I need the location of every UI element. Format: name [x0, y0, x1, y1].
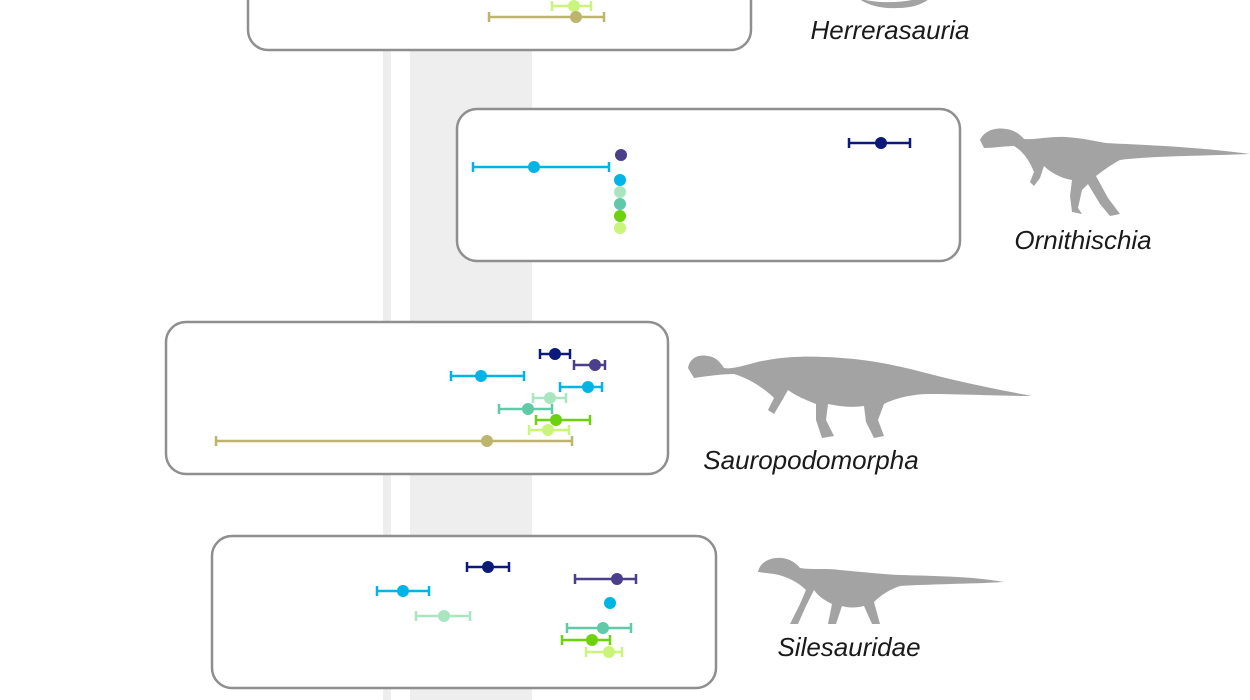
- point-estimate: [482, 561, 494, 573]
- panel-marks-sauropodomorpha: [214, 348, 607, 447]
- estimate-mark: [375, 585, 431, 597]
- point-estimate: [614, 210, 626, 222]
- point-estimate: [614, 222, 626, 234]
- point-estimate: [875, 137, 887, 149]
- estimate-mark: [584, 646, 624, 658]
- point-estimate: [568, 0, 580, 12]
- estimate-mark: [560, 634, 612, 646]
- estimate-mark: [534, 414, 592, 426]
- estimate-mark: [614, 174, 626, 186]
- clade-label-sauropodomorpha: Sauropodomorpha: [703, 445, 918, 475]
- point-estimate: [597, 622, 609, 634]
- estimate-mark: [558, 381, 604, 393]
- estimate-mark: [614, 222, 626, 234]
- estimate-mark: [604, 597, 616, 609]
- estimate-mark: [214, 435, 574, 447]
- point-estimate: [614, 198, 626, 210]
- estimate-mark: [615, 149, 627, 161]
- panel-box-sauropodomorpha: [164, 320, 670, 476]
- panel-marks-silesauridae: [375, 561, 638, 658]
- estimate-mark: [471, 161, 611, 173]
- estimate-mark: [487, 11, 606, 23]
- point-estimate: [397, 585, 409, 597]
- point-estimate: [614, 174, 626, 186]
- point-estimate: [550, 414, 562, 426]
- point-estimate: [603, 646, 615, 658]
- panel-marks-ornithischia: [471, 137, 912, 234]
- point-estimate: [614, 186, 626, 198]
- estimate-mark: [465, 561, 511, 573]
- estimate-mark: [531, 392, 568, 404]
- clade-label-herrerasauria: Herrerasauria: [811, 15, 970, 45]
- point-estimate: [586, 634, 598, 646]
- estimate-mark: [449, 370, 526, 382]
- estimate-mark: [573, 573, 638, 585]
- panel-box-herrerasauria: [246, 0, 753, 52]
- estimate-mark: [614, 210, 626, 222]
- point-estimate: [589, 359, 601, 371]
- point-estimate: [475, 370, 487, 382]
- estimate-mark: [538, 348, 572, 360]
- estimate-mark: [565, 622, 633, 634]
- point-estimate: [570, 11, 582, 23]
- sauropodomorph-silhouette-icon: [688, 355, 1032, 438]
- panel-box-ornithischia: [455, 107, 962, 263]
- point-estimate: [549, 348, 561, 360]
- estimate-mark: [414, 610, 472, 622]
- point-estimate: [582, 381, 594, 393]
- point-estimate: [544, 392, 556, 404]
- ornithischian-silhouette-icon: [980, 128, 1250, 216]
- point-estimate: [542, 424, 554, 436]
- point-estimate: [604, 597, 616, 609]
- clade-label-silesauridae: Silesauridae: [777, 632, 920, 662]
- silesaurid-silhouette-icon: [758, 557, 1004, 624]
- point-estimate: [438, 610, 450, 622]
- estimate-mark: [614, 186, 626, 198]
- point-estimate: [481, 435, 493, 447]
- estimate-mark: [550, 0, 593, 12]
- point-estimate: [522, 403, 534, 415]
- panel-box-silesauridae: [210, 534, 718, 690]
- estimate-mark: [572, 359, 607, 371]
- estimate-mark: [497, 403, 554, 415]
- point-estimate: [528, 161, 540, 173]
- herrerasaur-silhouette-icon: [860, 0, 928, 9]
- point-estimate: [611, 573, 623, 585]
- estimate-mark: [527, 424, 571, 436]
- panel-marks-herrerasauria: [487, 0, 606, 23]
- point-estimate: [615, 149, 627, 161]
- estimate-mark: [847, 137, 912, 149]
- clade-label-ornithischia: Ornithischia: [1014, 225, 1151, 255]
- estimate-mark: [614, 198, 626, 210]
